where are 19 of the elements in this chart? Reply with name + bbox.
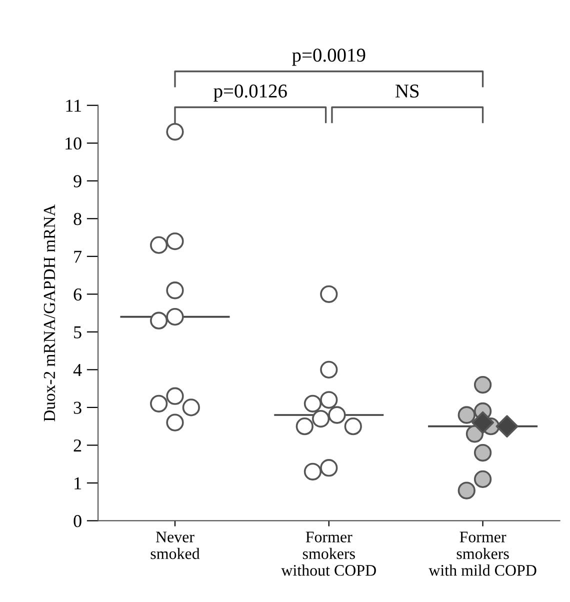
y-tick-label: 5 bbox=[74, 326, 82, 338]
y-tick-label: 11 bbox=[66, 100, 81, 112]
y-tick-label: 4 bbox=[73, 364, 82, 376]
y-tick-label: 7 bbox=[74, 250, 82, 263]
x-tick-label: Former smokers with mild COPD bbox=[428, 532, 536, 576]
x-tick-label: Former smokers without COPD bbox=[281, 532, 376, 576]
y-tick-label: 1 bbox=[74, 477, 81, 490]
text: p=0.0019 bbox=[292, 48, 366, 66]
y-tick-label: 9 bbox=[74, 175, 82, 188]
text: NS bbox=[396, 84, 419, 98]
y-axis-title: Duox-2 mRNA/GAPDH mRNA bbox=[44, 204, 56, 422]
y-tick-label: 10 bbox=[66, 137, 82, 150]
y-tick-label: 6 bbox=[74, 288, 82, 301]
y-tick-label: 0 bbox=[74, 514, 82, 528]
y-tick-label: 3 bbox=[74, 402, 82, 414]
y-tick-label: 8 bbox=[74, 212, 82, 226]
text: p=0.0126 bbox=[214, 84, 287, 102]
y-tick-label: 2 bbox=[74, 440, 82, 452]
x-tick-label: Never smoked bbox=[150, 532, 200, 560]
